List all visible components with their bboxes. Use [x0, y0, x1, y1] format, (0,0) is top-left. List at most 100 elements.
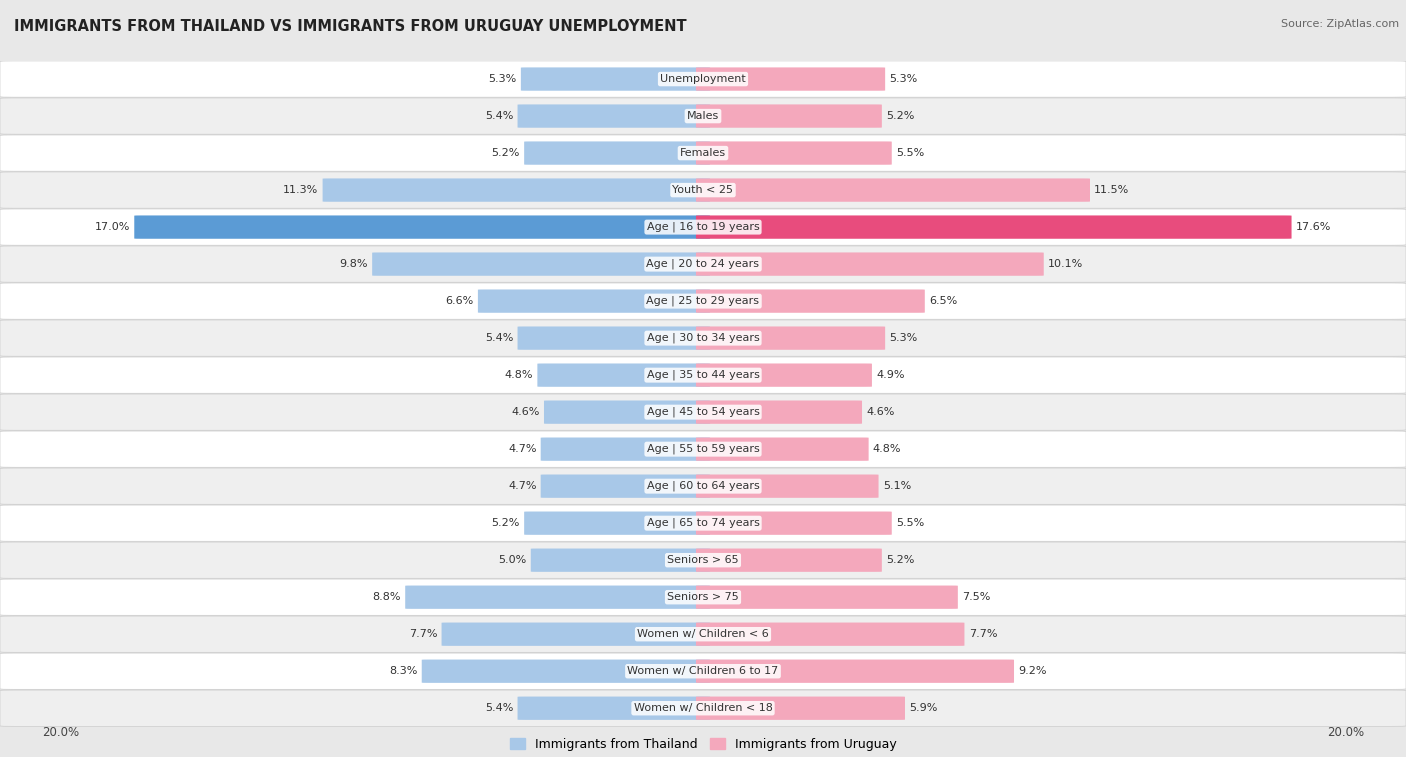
FancyBboxPatch shape: [696, 512, 891, 535]
FancyBboxPatch shape: [0, 209, 1406, 245]
Text: 17.0%: 17.0%: [94, 222, 131, 232]
FancyBboxPatch shape: [135, 216, 710, 238]
FancyBboxPatch shape: [541, 438, 710, 461]
FancyBboxPatch shape: [520, 67, 710, 91]
Text: Females: Females: [681, 148, 725, 158]
Text: 5.5%: 5.5%: [896, 519, 924, 528]
FancyBboxPatch shape: [696, 363, 872, 387]
FancyBboxPatch shape: [0, 690, 1406, 727]
FancyBboxPatch shape: [544, 400, 710, 424]
Text: Age | 65 to 74 years: Age | 65 to 74 years: [647, 518, 759, 528]
Text: 5.3%: 5.3%: [890, 74, 918, 84]
FancyBboxPatch shape: [0, 283, 1406, 319]
Text: Age | 20 to 24 years: Age | 20 to 24 years: [647, 259, 759, 269]
Text: 5.4%: 5.4%: [485, 111, 513, 121]
Text: Women w/ Children 6 to 17: Women w/ Children 6 to 17: [627, 666, 779, 676]
FancyBboxPatch shape: [0, 394, 1406, 430]
FancyBboxPatch shape: [441, 622, 710, 646]
FancyBboxPatch shape: [696, 179, 1090, 202]
Text: 8.8%: 8.8%: [373, 592, 401, 602]
FancyBboxPatch shape: [0, 431, 1406, 467]
Text: Males: Males: [688, 111, 718, 121]
Text: 7.7%: 7.7%: [969, 629, 997, 639]
FancyBboxPatch shape: [517, 326, 710, 350]
FancyBboxPatch shape: [696, 585, 957, 609]
Text: 20.0%: 20.0%: [42, 726, 79, 740]
FancyBboxPatch shape: [0, 579, 1406, 615]
FancyBboxPatch shape: [541, 475, 710, 498]
Text: 4.9%: 4.9%: [876, 370, 904, 380]
Text: 20.0%: 20.0%: [1327, 726, 1364, 740]
Text: Age | 55 to 59 years: Age | 55 to 59 years: [647, 444, 759, 454]
FancyBboxPatch shape: [0, 246, 1406, 282]
Text: 9.8%: 9.8%: [339, 259, 368, 269]
FancyBboxPatch shape: [537, 363, 710, 387]
FancyBboxPatch shape: [696, 326, 886, 350]
FancyBboxPatch shape: [696, 289, 925, 313]
Text: Women w/ Children < 18: Women w/ Children < 18: [634, 703, 772, 713]
FancyBboxPatch shape: [696, 142, 891, 165]
FancyBboxPatch shape: [322, 179, 710, 202]
FancyBboxPatch shape: [0, 542, 1406, 578]
FancyBboxPatch shape: [696, 216, 1292, 238]
Text: 5.1%: 5.1%: [883, 481, 911, 491]
Text: 7.7%: 7.7%: [409, 629, 437, 639]
Legend: Immigrants from Thailand, Immigrants from Uruguay: Immigrants from Thailand, Immigrants fro…: [509, 738, 897, 751]
FancyBboxPatch shape: [0, 320, 1406, 357]
FancyBboxPatch shape: [696, 622, 965, 646]
Text: 11.3%: 11.3%: [283, 185, 318, 195]
Text: 8.3%: 8.3%: [389, 666, 418, 676]
Text: 4.6%: 4.6%: [512, 407, 540, 417]
FancyBboxPatch shape: [0, 172, 1406, 208]
Text: 6.5%: 6.5%: [929, 296, 957, 306]
Text: Source: ZipAtlas.com: Source: ZipAtlas.com: [1281, 19, 1399, 29]
FancyBboxPatch shape: [524, 142, 710, 165]
Text: Age | 60 to 64 years: Age | 60 to 64 years: [647, 481, 759, 491]
Text: Seniors > 75: Seniors > 75: [666, 592, 740, 602]
FancyBboxPatch shape: [696, 400, 862, 424]
FancyBboxPatch shape: [696, 659, 1014, 683]
FancyBboxPatch shape: [517, 696, 710, 720]
FancyBboxPatch shape: [517, 104, 710, 128]
Text: 5.3%: 5.3%: [890, 333, 918, 343]
Text: 7.5%: 7.5%: [962, 592, 990, 602]
Text: 5.2%: 5.2%: [886, 111, 914, 121]
FancyBboxPatch shape: [0, 98, 1406, 134]
Text: 5.5%: 5.5%: [896, 148, 924, 158]
FancyBboxPatch shape: [696, 696, 905, 720]
Text: Unemployment: Unemployment: [661, 74, 745, 84]
Text: Age | 30 to 34 years: Age | 30 to 34 years: [647, 333, 759, 344]
FancyBboxPatch shape: [405, 585, 710, 609]
FancyBboxPatch shape: [696, 549, 882, 572]
Text: IMMIGRANTS FROM THAILAND VS IMMIGRANTS FROM URUGUAY UNEMPLOYMENT: IMMIGRANTS FROM THAILAND VS IMMIGRANTS F…: [14, 19, 686, 34]
FancyBboxPatch shape: [696, 104, 882, 128]
Text: Women w/ Children < 6: Women w/ Children < 6: [637, 629, 769, 639]
FancyBboxPatch shape: [696, 67, 886, 91]
FancyBboxPatch shape: [478, 289, 710, 313]
Text: 5.2%: 5.2%: [492, 148, 520, 158]
FancyBboxPatch shape: [422, 659, 710, 683]
Text: 11.5%: 11.5%: [1094, 185, 1129, 195]
FancyBboxPatch shape: [0, 616, 1406, 653]
Text: Age | 25 to 29 years: Age | 25 to 29 years: [647, 296, 759, 307]
FancyBboxPatch shape: [0, 468, 1406, 504]
Text: 5.9%: 5.9%: [910, 703, 938, 713]
Text: 4.8%: 4.8%: [505, 370, 533, 380]
Text: Age | 35 to 44 years: Age | 35 to 44 years: [647, 370, 759, 380]
Text: 10.1%: 10.1%: [1047, 259, 1083, 269]
Text: 4.7%: 4.7%: [508, 444, 537, 454]
Text: 9.2%: 9.2%: [1018, 666, 1046, 676]
FancyBboxPatch shape: [0, 505, 1406, 541]
FancyBboxPatch shape: [524, 512, 710, 535]
Text: 4.7%: 4.7%: [508, 481, 537, 491]
Text: Age | 45 to 54 years: Age | 45 to 54 years: [647, 407, 759, 417]
Text: 5.4%: 5.4%: [485, 703, 513, 713]
FancyBboxPatch shape: [696, 438, 869, 461]
Text: 5.3%: 5.3%: [488, 74, 516, 84]
FancyBboxPatch shape: [0, 357, 1406, 394]
FancyBboxPatch shape: [696, 252, 1043, 276]
FancyBboxPatch shape: [696, 475, 879, 498]
Text: 5.0%: 5.0%: [498, 555, 527, 565]
Text: 17.6%: 17.6%: [1296, 222, 1331, 232]
Text: Seniors > 65: Seniors > 65: [668, 555, 738, 565]
